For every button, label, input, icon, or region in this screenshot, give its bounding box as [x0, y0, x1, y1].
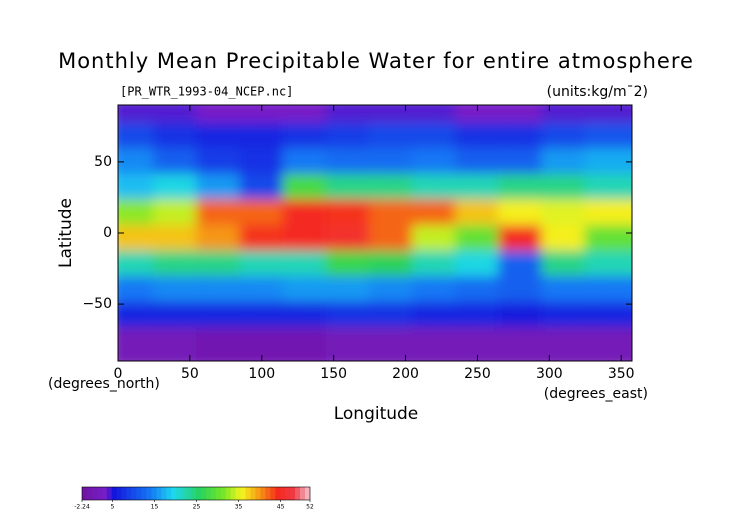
colorbar-swatch — [295, 487, 301, 500]
colorbar-swatch — [136, 487, 142, 500]
colorbar-swatch — [186, 487, 192, 500]
colorbar-tick-label: 15 — [151, 504, 159, 511]
colorbar-swatch — [196, 487, 202, 500]
colorbar-swatch — [121, 487, 127, 500]
colorbar-swatch — [245, 487, 251, 500]
colorbar-tick-label: 35 — [235, 504, 243, 511]
colorbar-swatch — [156, 487, 162, 500]
colorbar-swatch — [191, 487, 197, 500]
colorbar-swatch — [275, 487, 281, 500]
x-axis-label: Longitude — [334, 404, 419, 424]
x-tick-label: 0 — [114, 366, 123, 382]
colorbar-swatch — [250, 487, 256, 500]
y-tick-label: 0 — [103, 225, 112, 241]
colorbar-tick-label: -2.24 — [74, 504, 90, 511]
y-unit: (degrees_north) — [48, 376, 160, 392]
field-cell — [584, 327, 632, 361]
colorbar-tick-label: 25 — [193, 504, 201, 511]
colorbar-swatch — [131, 487, 137, 500]
colorbar-swatch — [106, 487, 113, 500]
colorbar-swatch — [166, 487, 172, 500]
colorbar-swatch — [260, 487, 266, 500]
colorbar-swatch — [151, 487, 157, 500]
x-unit: (degrees_east) — [544, 386, 648, 402]
colorbar-swatch — [305, 487, 311, 500]
colorbar-swatch — [270, 487, 276, 500]
colorbar-swatch — [111, 487, 117, 500]
colorbar-swatch — [141, 487, 147, 500]
colorbar-swatch — [235, 487, 241, 500]
y-axis-label: Latitude — [56, 198, 76, 268]
colorbar-swatch — [280, 487, 286, 500]
colorbar-swatch — [171, 487, 177, 500]
colorbar-swatch — [290, 487, 296, 500]
x-tick-label: 100 — [248, 366, 275, 382]
colorbar-swatch — [86, 487, 93, 500]
colorbar-swatch — [82, 487, 88, 500]
chart-title: Monthly Mean Precipitable Water for enti… — [58, 49, 694, 73]
colorbar-swatch — [210, 487, 217, 500]
colorbar-swatch — [220, 487, 227, 500]
colorbar-swatch — [126, 487, 132, 500]
colorbar-swatch — [240, 487, 246, 500]
colorbar-swatch — [176, 487, 182, 500]
colorbar-swatch — [161, 487, 167, 500]
x-tick-label: 300 — [536, 366, 563, 382]
colorbar-swatch — [215, 487, 222, 500]
colorbar-tick-label: 5 — [111, 504, 115, 511]
axes: 0 50 100 150 200 250 300 350 −50 0 50 — [82, 105, 635, 382]
file-name: [PR_WTR_1993-04_NCEP.nc] — [120, 85, 293, 99]
colorbar-swatch — [255, 487, 261, 500]
colorbar-swatch — [116, 487, 122, 500]
colorbar-swatch — [230, 487, 236, 500]
colorbar-swatch — [200, 487, 207, 500]
colorbar-swatch — [101, 487, 108, 500]
x-tick-label: 150 — [320, 366, 347, 382]
colorbar-swatch — [91, 487, 98, 500]
x-tick-label: 250 — [464, 366, 491, 382]
colorbar-frame — [81, 486, 311, 501]
colorbar: -2.24 5 15 25 35 45 52 — [74, 486, 314, 511]
colorbar-swatch — [225, 487, 231, 500]
colorbar-swatch — [300, 487, 306, 500]
colorbar-swatch — [265, 487, 271, 500]
field — [118, 105, 632, 361]
colorbar-swatch — [285, 487, 291, 500]
colorbar-tick-label: 52 — [306, 504, 314, 511]
x-tick-label: 200 — [392, 366, 419, 382]
units: (units:kg/m¯2) — [547, 84, 648, 100]
y-tick-label: 50 — [94, 154, 112, 170]
colorbar-swatch — [205, 487, 212, 500]
y-tick-label: −50 — [82, 296, 112, 312]
colorbar-tick-label: 45 — [277, 504, 285, 511]
x-tick-label: 50 — [181, 366, 199, 382]
colorbar-swatch — [146, 487, 152, 500]
x-tick-label: 350 — [608, 366, 635, 382]
colorbar-swatch — [96, 487, 103, 500]
colorbar-swatch — [181, 487, 187, 500]
cells — [118, 105, 632, 361]
